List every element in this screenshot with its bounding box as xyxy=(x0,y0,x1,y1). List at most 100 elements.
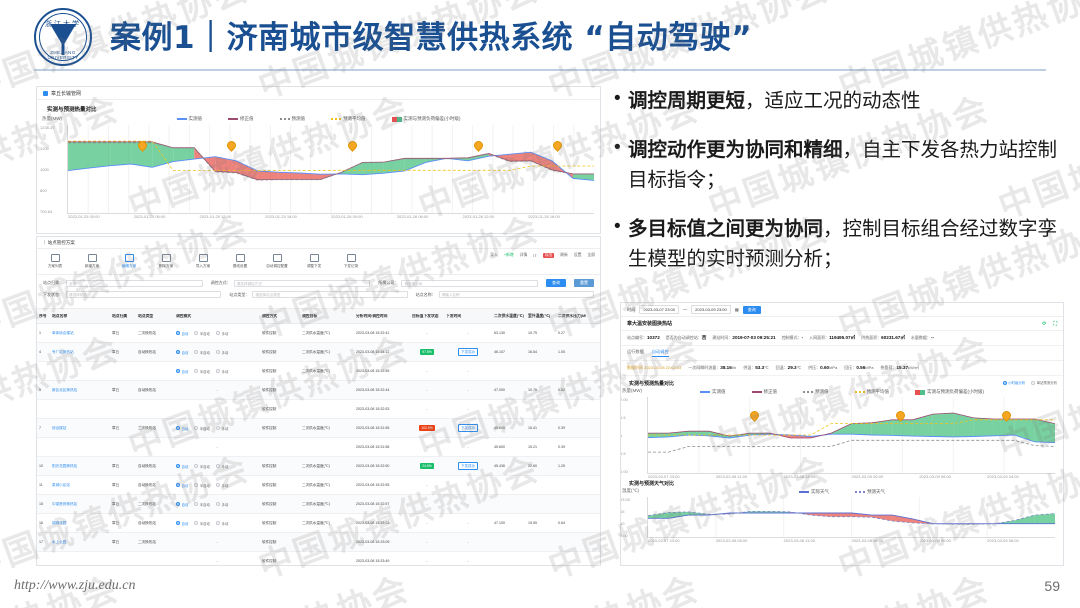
filter-row-1[interactable]: 站点归属： 全部 调控方式： 请选择调控方式 所属公司： 请选择公司 查询 重置 xyxy=(43,279,595,287)
station-link[interactable]: 阳光花园换热站 xyxy=(52,463,78,468)
mode-radio-手动[interactable]: 手动 xyxy=(215,350,228,355)
toolbar-action-7[interactable]: 全屏 xyxy=(587,253,595,257)
mode-radio-自动[interactable]: 自动 xyxy=(176,369,188,374)
toolbar-plus-icon[interactable]: 新增方案 xyxy=(80,254,104,269)
filter-search-button[interactable]: 查询 xyxy=(546,279,567,287)
station-link[interactable]: 号厂区换热站 xyxy=(52,349,74,354)
column-header[interactable]: 目标值下发状态 xyxy=(412,313,439,318)
legend-item[interactable]: 预测平均值 xyxy=(331,116,366,122)
station-link[interactable]: 单体综合楼站 xyxy=(52,330,74,335)
filter-input[interactable]: 请输入名称 xyxy=(438,291,594,298)
toolbar-history-icon[interactable]: 下发记录 xyxy=(339,254,363,269)
legend-item[interactable]: 实测值 xyxy=(176,116,202,122)
station-actions[interactable]: ⟳ ⛶ xyxy=(1042,321,1057,327)
legend-item[interactable]: 预测平均值 xyxy=(854,389,889,395)
column-header[interactable]: 站点类型 xyxy=(138,313,154,318)
deviation-marker-icon[interactable] xyxy=(747,408,761,422)
column-header[interactable]: 站点归属 xyxy=(112,313,128,318)
column-header[interactable]: 调控模式 xyxy=(176,313,192,318)
filter-input[interactable]: 全部 xyxy=(66,279,203,287)
table-row[interactable]: 自动 半自动 手动 软件控制 二次供水温度(℃) 2023-03-08 15:32:55 -… xyxy=(37,362,600,381)
table-row[interactable]: - 2023-03-08 15:31:56 - - 45.600 15.21 0.39 xyxy=(37,438,600,457)
column-header[interactable]: 站点名称 xyxy=(52,313,68,318)
toolbar-auto-icon[interactable]: 自动调控配置 xyxy=(265,254,289,269)
mode-radio-半自动[interactable]: 半自动 xyxy=(194,464,210,469)
mode-radio-group[interactable]: 自动 半自动 手动 xyxy=(176,502,258,507)
filter-field[interactable]: 站点归属： 全部 xyxy=(43,279,203,287)
mode-radio-手动[interactable]: 手动 xyxy=(215,426,228,431)
filter-field[interactable]: 下发状态： 请选择状态 xyxy=(43,291,222,298)
query-button[interactable]: 查询 xyxy=(742,305,761,314)
mode-radio-手动[interactable]: 手动 xyxy=(215,483,228,488)
chart1-legend[interactable]: 实测值 修正值 预测值 预测平均值 实测与预测负荷偏差(小时级) xyxy=(621,389,1063,395)
mode-radio-手动[interactable]: 手动 xyxy=(215,464,228,469)
legend-item[interactable]: 实测值 xyxy=(700,389,726,395)
filter-reset-button[interactable]: 重置 xyxy=(574,279,595,287)
toolbar-list-icon[interactable]: 方案列表 xyxy=(43,254,67,269)
column-header[interactable]: 下发时间 xyxy=(446,313,462,318)
mode-radio-自动[interactable]: 自动 xyxy=(176,521,188,526)
station-link[interactable]: 锦绣花园 xyxy=(52,520,67,525)
table-body[interactable]: 1 单体综合楼站 章丘 二次换热站 自动 半自动 手动 软件控制 二次供水温度(℃) 2023-0… xyxy=(37,324,600,565)
column-header[interactable]: 调控目标 xyxy=(302,313,318,318)
mode-radio-半自动[interactable]: 半自动 xyxy=(194,331,210,336)
column-header[interactable]: 室外温度(℃) xyxy=(528,314,551,318)
filter-input[interactable]: 请选择调控方式 xyxy=(233,279,371,287)
mode-radio-group[interactable]: 自动 半自动 手动 xyxy=(176,350,258,355)
mode-radio-自动[interactable]: 自动 xyxy=(176,426,188,431)
mode-radio-手动[interactable]: 手动 xyxy=(215,331,228,336)
filter-field[interactable]: 站点类型： 请选择站点类型 xyxy=(229,291,408,298)
mode-radio-手动[interactable]: 手动 xyxy=(215,502,228,507)
deviation-marker-icon[interactable] xyxy=(225,138,238,152)
table-toolbar[interactable]: 方案列表 新增方案 编辑方案 删除方案 导入方案 基线设置 自动调控配置 调整下发 下发记录 导入… xyxy=(37,249,600,275)
toolbar-baseline-icon[interactable]: 基线设置 xyxy=(228,254,252,269)
tab-自动调控[interactable]: 自动调控 xyxy=(651,349,669,357)
mode-radio-group[interactable]: 自动 半自动 手动 xyxy=(176,483,258,488)
mode-radio-group[interactable]: 自动 半自动 手动 xyxy=(176,521,258,526)
chart-legend[interactable]: 实测值 修正值 预测值 预测平均值 实测与预测负荷偏差(小时级) xyxy=(37,116,600,122)
deviation-marker-icon[interactable] xyxy=(472,138,486,152)
column-header[interactable]: 调控方式 xyxy=(262,313,278,318)
table-row[interactable]: - 软件控制 2023-03-08 15:32:53 - - xyxy=(37,400,600,419)
legend-item[interactable]: 实测与预测负荷偏差(小时级) xyxy=(391,116,461,122)
mode-radio-自动[interactable]: 自动 xyxy=(176,331,188,336)
table-row[interactable]: 1 单体综合楼站 章丘 二次换热站 自动 半自动 手动 软件控制 二次供水温度(℃) 2023-0… xyxy=(37,324,600,343)
mode-radio-自动[interactable]: 自动 xyxy=(176,464,188,469)
filter-row-2[interactable]: 下发状态： 请选择状态 站点类型： 请选择站点类型 站点名称： 请输入名称 xyxy=(43,291,594,298)
table-row[interactable]: 17 水上公园 章丘 二次换热站 - 软件控制 2023-03-08 15:33:05 - - xyxy=(37,533,600,552)
mode-radio-group[interactable]: 自动 半自动 手动 xyxy=(176,331,258,336)
footer-url[interactable]: http://www.zju.edu.cn xyxy=(14,578,136,593)
mode-radio-自动[interactable]: 自动 xyxy=(176,483,188,488)
analysis-mode-radios[interactable]: 小时级分析 单站预测分析 xyxy=(1002,380,1057,385)
deviation-marker-icon[interactable] xyxy=(551,138,565,152)
deviation-marker-icon[interactable] xyxy=(135,138,149,152)
date-end-input[interactable]: 2023-03-09 23:00 xyxy=(691,305,731,314)
mode-radio-group[interactable]: 自动 半自动 手动 xyxy=(176,426,258,431)
table-row[interactable]: 4 号厂区换热站 章丘 自动换热站 自动 半自动 手动 软件控制 二次供水温度(℃) 2023-0… xyxy=(37,343,600,362)
legend-item[interactable]: 修正值 xyxy=(228,116,254,122)
filter-bar[interactable]: 站点归属： 全部 调控方式： 请选择调控方式 所属公司： 请选择公司 查询 重置 下发状态：请… xyxy=(37,275,600,309)
mode-radio-半自动[interactable]: 半自动 xyxy=(194,483,210,488)
mode-radio-半自动[interactable]: 半自动 xyxy=(194,521,210,526)
mode-radio[interactable]: 小时级分析 xyxy=(1002,380,1025,385)
legend-item[interactable]: 实测与预测负荷偏差(小时级) xyxy=(915,389,984,395)
station-link[interactable]: 泉城小区站 xyxy=(52,482,70,487)
chart2-legend[interactable]: 实际天气 预测天气 xyxy=(621,489,1063,495)
column-header[interactable]: 分析时间/调控时间 xyxy=(356,313,388,318)
deviation-marker-icon[interactable] xyxy=(346,138,359,152)
toolbar-right-actions[interactable]: 导入 +新增 详情 IT 导出 刷新 设置 全屏 xyxy=(490,253,595,258)
table-row[interactable]: 15 中梁首府换热站 章丘 二次换热站 自动 半自动 手动 软件控制 二次供水温度(℃) 2023… xyxy=(37,495,600,514)
toolbar-action-6[interactable]: 设置 xyxy=(573,253,582,257)
toolbar-send-icon[interactable]: 调整下发 xyxy=(302,254,326,269)
legend-item[interactable]: 实际天气 xyxy=(799,489,829,495)
toolbar-trash-icon[interactable]: 删除方案 xyxy=(154,254,178,269)
detail-tabs[interactable]: 运行数据 自动调控 xyxy=(621,346,1063,361)
station-link[interactable]: 新区北区换热站 xyxy=(52,387,78,392)
table-row[interactable]: 7 综合楼站 章丘 二次换热站 自动 半自动 手动 软件控制 二次供水温度(℃) 2023-03-… xyxy=(37,419,600,438)
toolbar-action-4[interactable]: 导出 xyxy=(542,253,555,258)
station-link[interactable]: 水上公园 xyxy=(52,539,67,544)
mode-radio[interactable]: 单站预测分析 xyxy=(1031,380,1057,385)
deviation-marker-icon[interactable] xyxy=(1000,408,1014,422)
legend-item[interactable]: 预测天气 xyxy=(855,489,885,495)
mode-radio-group[interactable]: 自动 半自动 手动 xyxy=(176,369,258,374)
